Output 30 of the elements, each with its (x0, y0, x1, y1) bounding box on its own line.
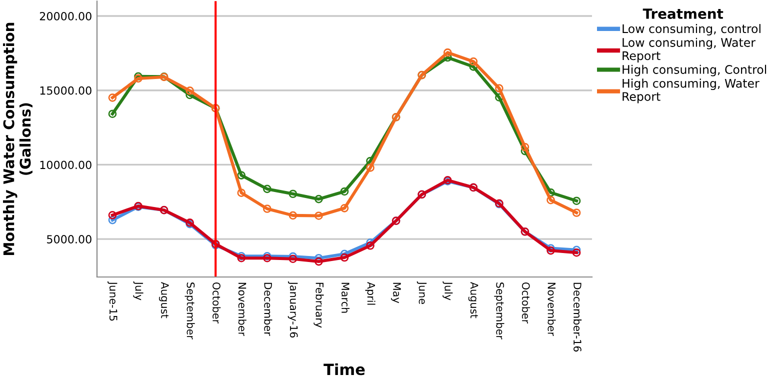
x-tick-label: July (133, 281, 144, 300)
legend-label: High consuming, Water Report (622, 78, 760, 104)
legend-label: High consuming, Control (622, 64, 766, 76)
x-tick-label: September (184, 282, 195, 340)
x-tick-label: November (238, 282, 246, 336)
x-tick-label: August (158, 282, 169, 318)
x-tick-label: July (442, 281, 453, 300)
x-tick-label: December-16 (574, 282, 582, 352)
x-tick-label: April (365, 282, 376, 305)
x-tick-label: March (341, 282, 350, 313)
x-tick-label: June (416, 281, 427, 304)
x-tick-label: August (468, 282, 478, 318)
y-axis-title: Monthly Water Consumption (Gallons) (3, 22, 32, 256)
y-tick-label: 10000.00 (40, 160, 92, 170)
x-tick-label: May (391, 282, 401, 304)
x-tick-label: September (494, 282, 504, 340)
x-axis-title: Time (324, 363, 365, 376)
x-tick-label: February (314, 282, 324, 328)
legend-label: Low consuming, Water Report (622, 38, 756, 62)
y-tick-label: 15000.00 (40, 86, 92, 95)
legend-title: Treatment (642, 8, 724, 19)
x-tick-label: October (212, 282, 221, 324)
y-tick-label: 20000.00 (40, 12, 92, 20)
legend-label: Low consuming, control (622, 24, 760, 36)
x-tick-label: January-16 (288, 281, 298, 338)
x-tick-label: June-15 (108, 281, 118, 321)
x-tick-label: November (548, 282, 556, 336)
x-tick-label: December (264, 282, 272, 336)
x-tick-label: October (522, 282, 530, 324)
y-tick-label: 5000.00 (47, 235, 92, 244)
